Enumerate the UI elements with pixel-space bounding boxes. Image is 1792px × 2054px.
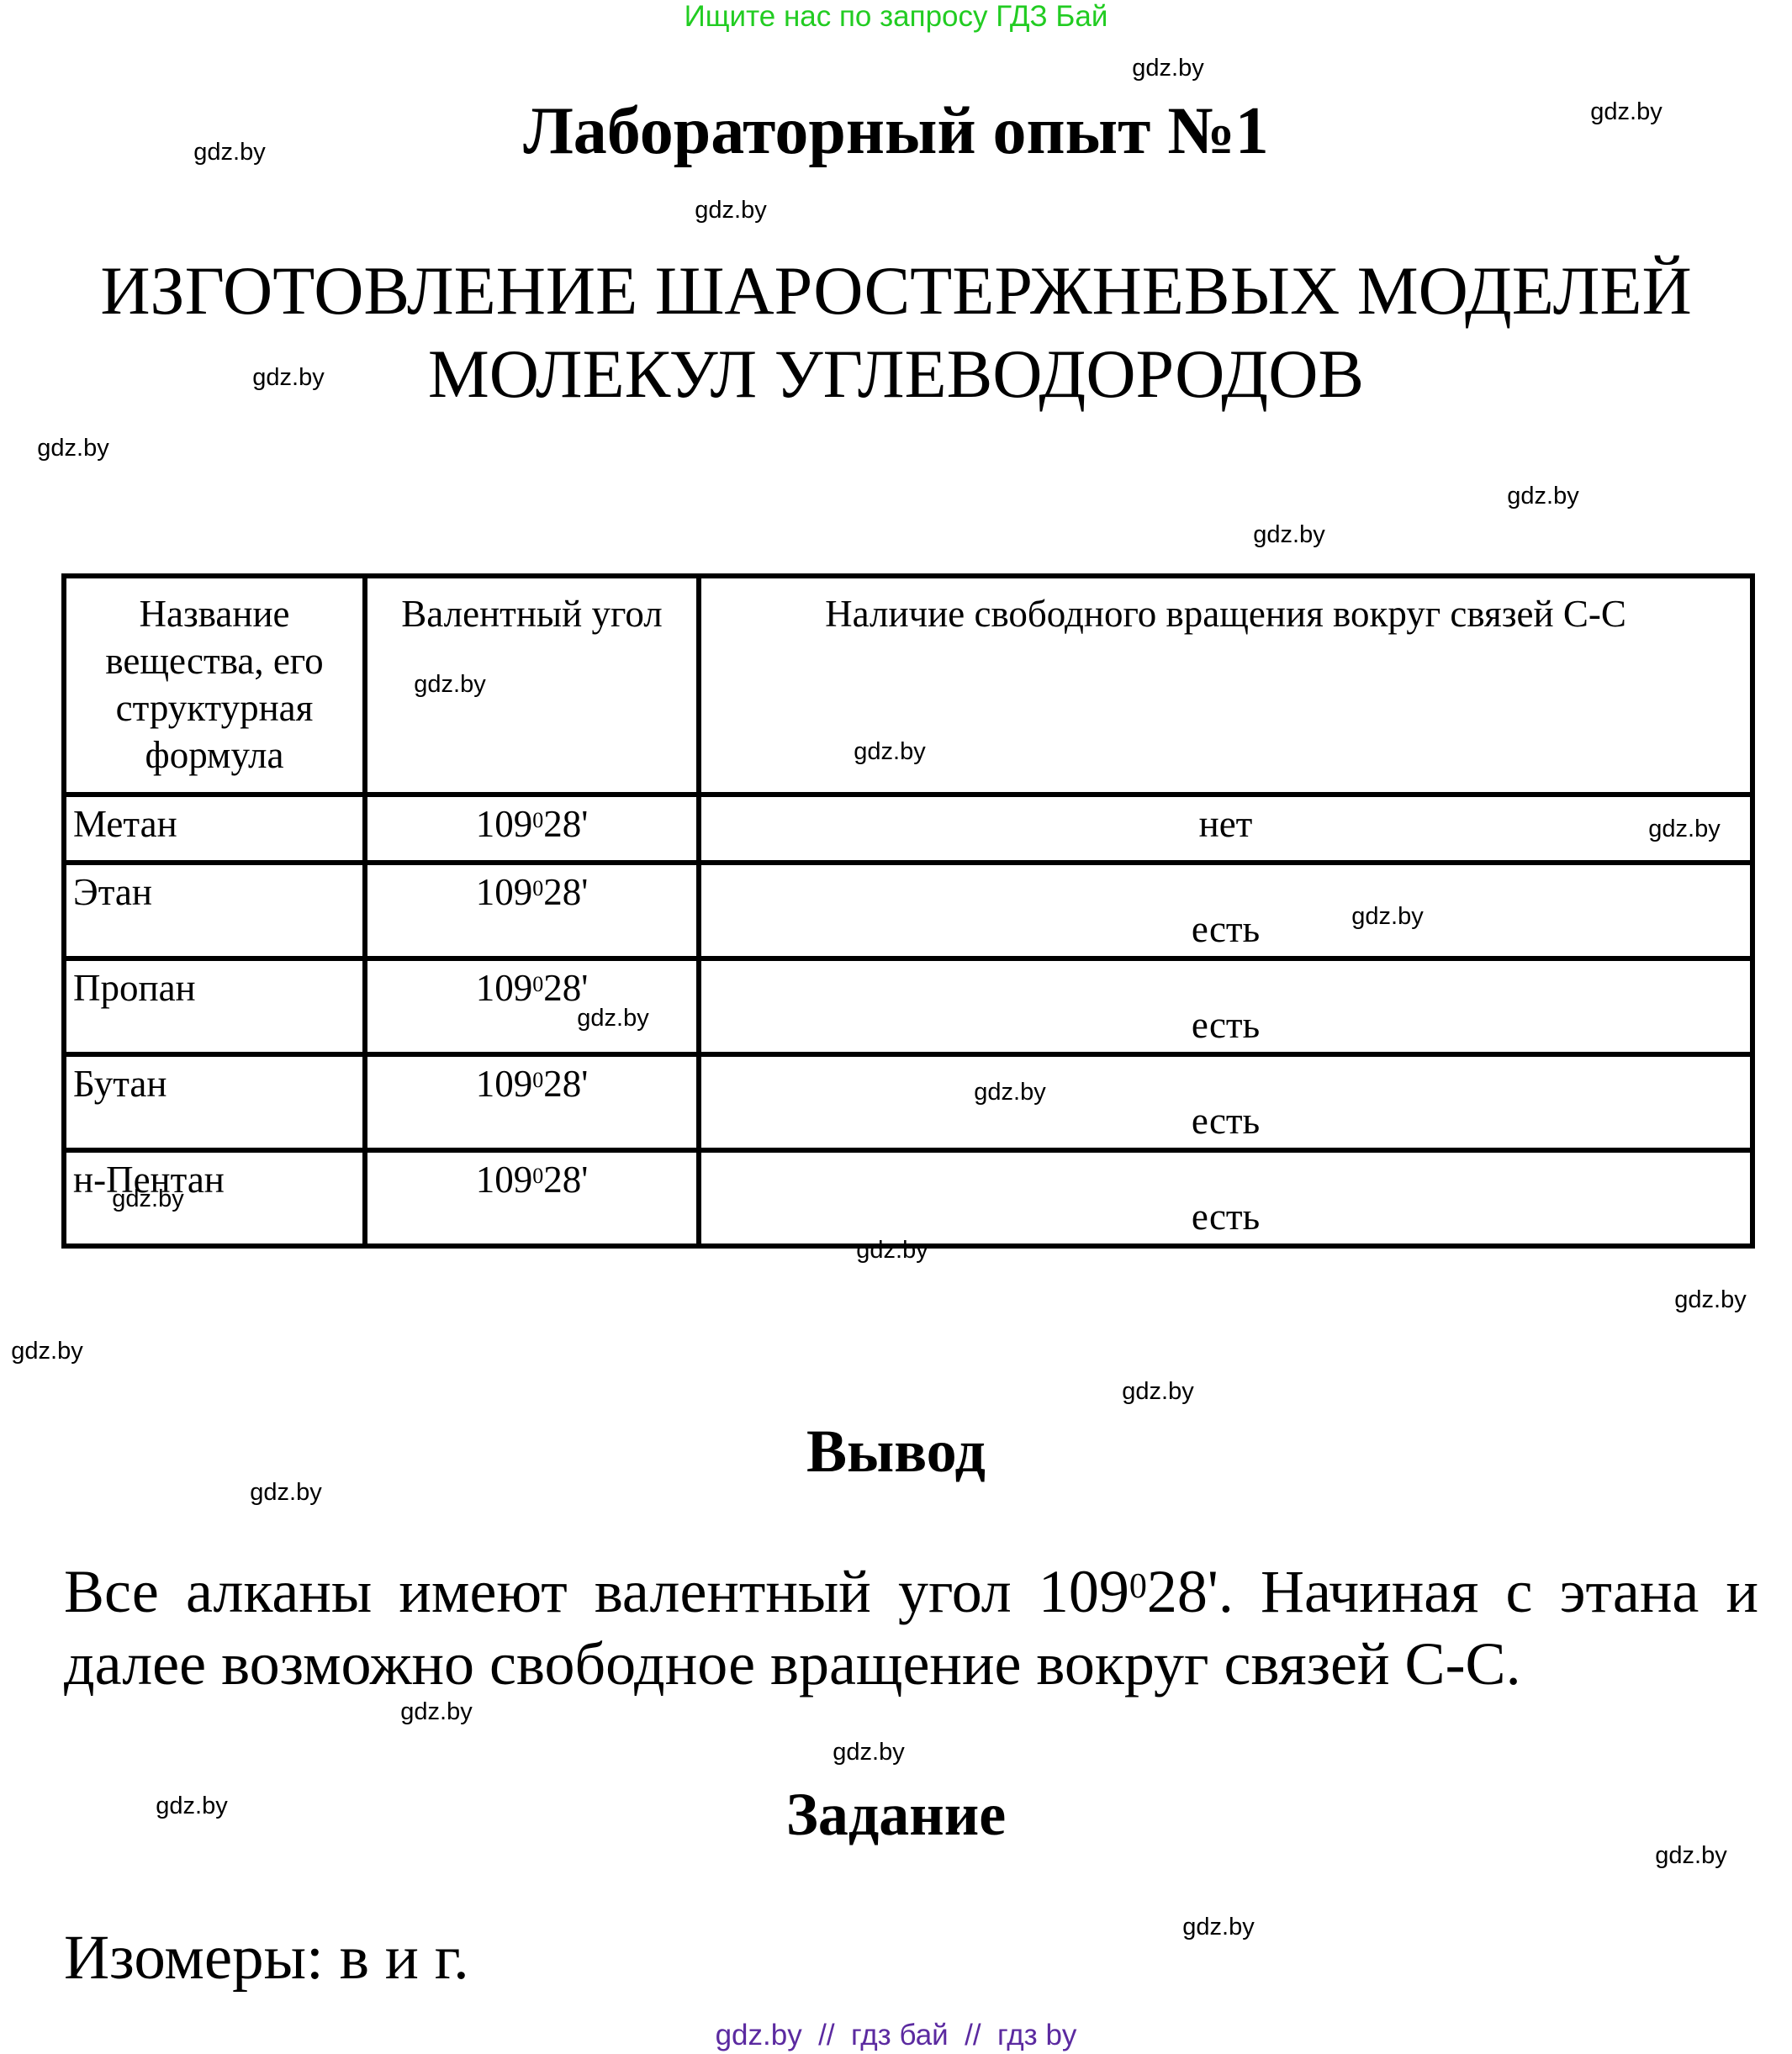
- degree-superscript: 0: [532, 876, 544, 900]
- header-angle: Валентный угол: [362, 573, 701, 797]
- free-rotation: нет: [696, 792, 1755, 865]
- angle-degrees: 109: [475, 1063, 533, 1105]
- table-row: Этан 109028' есть: [61, 860, 1755, 961]
- watermark: gdz.by: [1122, 1378, 1194, 1405]
- watermark: gdz.by: [37, 435, 109, 462]
- watermark: gdz.by: [1253, 521, 1325, 548]
- watermark: gdz.by: [695, 197, 767, 224]
- task-title: Задание: [785, 1781, 1007, 1848]
- degree-superscript: 0: [532, 1068, 544, 1092]
- rotation-value: есть: [1191, 908, 1261, 950]
- free-rotation: есть: [696, 1148, 1755, 1249]
- substance-name: Бутан: [61, 1052, 367, 1153]
- rotation-value: есть: [1191, 1196, 1261, 1238]
- angle-degrees: 109: [475, 1159, 533, 1201]
- watermark: gdz.by: [112, 1185, 184, 1212]
- angle-minutes: 28': [543, 871, 589, 913]
- watermark: gdz.by: [577, 1005, 649, 1032]
- watermark: gdz.by: [1132, 55, 1204, 82]
- watermark: gdz.by: [252, 364, 325, 391]
- substance-name: н-Пентан: [61, 1148, 367, 1249]
- watermark: gdz.by: [1182, 1914, 1255, 1940]
- angle-degrees: 109: [475, 871, 533, 913]
- bond-angle: 109028': [362, 860, 701, 961]
- bond-angle: 109028': [362, 792, 701, 865]
- task-answer: Изомеры: в и г.: [64, 1923, 469, 1993]
- watermark: gdz.by: [974, 1079, 1046, 1106]
- watermark: gdz.by: [1655, 1842, 1727, 1869]
- header-substance: Название вещества, его структурная форму…: [61, 573, 367, 797]
- watermark: gdz.by: [156, 1793, 228, 1819]
- watermark: gdz.by: [1648, 816, 1721, 842]
- table-row: н-Пентан 109028' есть: [61, 1148, 1755, 1249]
- angle-minutes: 28': [543, 967, 589, 1009]
- watermark: gdz.by: [1590, 98, 1662, 125]
- degree-superscript: 0: [532, 1164, 544, 1188]
- angle-degrees: 109: [475, 967, 533, 1009]
- watermark: gdz.by: [1507, 483, 1579, 510]
- substance-name: Метан: [61, 792, 367, 865]
- bond-angle: 109028': [362, 1052, 701, 1153]
- degree-superscript: 0: [532, 808, 544, 832]
- substance-name: Пропан: [61, 956, 367, 1057]
- table-row: Пропан 109028' есть: [61, 956, 1755, 1057]
- watermark: gdz.by: [856, 1237, 928, 1264]
- rotation-value: нет: [1198, 803, 1253, 845]
- free-rotation: есть: [696, 1052, 1755, 1153]
- page-title: Лабораторный опыт №1: [523, 94, 1269, 168]
- angle-degrees: 109: [475, 803, 533, 845]
- watermark: gdz.by: [414, 671, 486, 698]
- angle-minutes: 28': [543, 1063, 589, 1105]
- section-heading-line-1: ИЗГОТОВЛЕНИЕ ШАРОСТЕРЖНЕВЫХ МОДЕЛЕЙ: [100, 252, 1692, 329]
- table-row: Бутан 109028' есть: [61, 1052, 1755, 1153]
- table-row: Метан 109028' нет: [61, 792, 1755, 865]
- angle-minutes: 28': [543, 1159, 589, 1201]
- section-heading-line-2: МОЛЕКУЛ УГЛЕВОДОРОДОВ: [427, 335, 1365, 412]
- degree-superscript: 0: [532, 972, 544, 996]
- angle-minutes: 28': [543, 803, 589, 845]
- watermark: gdz.by: [833, 1739, 905, 1766]
- conclusion-text-part: 28'. Начиная с этана и далее возможно св…: [64, 1558, 1758, 1698]
- header-rotation: Наличие свободного вращения вокруг связе…: [696, 573, 1755, 797]
- conclusion-text-part: Все алканы имеют валентный угол 109: [64, 1558, 1129, 1625]
- watermark: gdz.by: [854, 738, 926, 765]
- bond-angle: 109028': [362, 956, 701, 1057]
- degree-superscript: 0: [1129, 1567, 1147, 1606]
- watermark: gdz.by: [193, 139, 266, 166]
- search-banner: Ищите нас по запросу ГДЗ Бай: [684, 0, 1108, 33]
- free-rotation: есть: [696, 956, 1755, 1057]
- watermark: gdz.by: [11, 1338, 83, 1365]
- conclusion-text: Все алканы имеют валентный угол 109028'.…: [64, 1555, 1758, 1700]
- free-rotation: есть: [696, 860, 1755, 961]
- substance-name: Этан: [61, 860, 367, 961]
- watermark: gdz.by: [1351, 903, 1424, 930]
- rotation-value: есть: [1191, 1100, 1261, 1142]
- watermark: gdz.by: [250, 1479, 322, 1506]
- watermark: gdz.by: [1674, 1286, 1747, 1313]
- rotation-value: есть: [1191, 1004, 1261, 1046]
- table-header-row: Название вещества, его структурная форму…: [61, 573, 1755, 797]
- watermark: gdz.by: [400, 1698, 473, 1725]
- conclusion-title: Вывод: [806, 1418, 986, 1485]
- footer-links[interactable]: gdz.by // гдз бай // гдз by: [715, 2019, 1077, 2051]
- results-table: Название вещества, его структурная форму…: [61, 573, 1755, 1249]
- bond-angle: 109028': [362, 1148, 701, 1249]
